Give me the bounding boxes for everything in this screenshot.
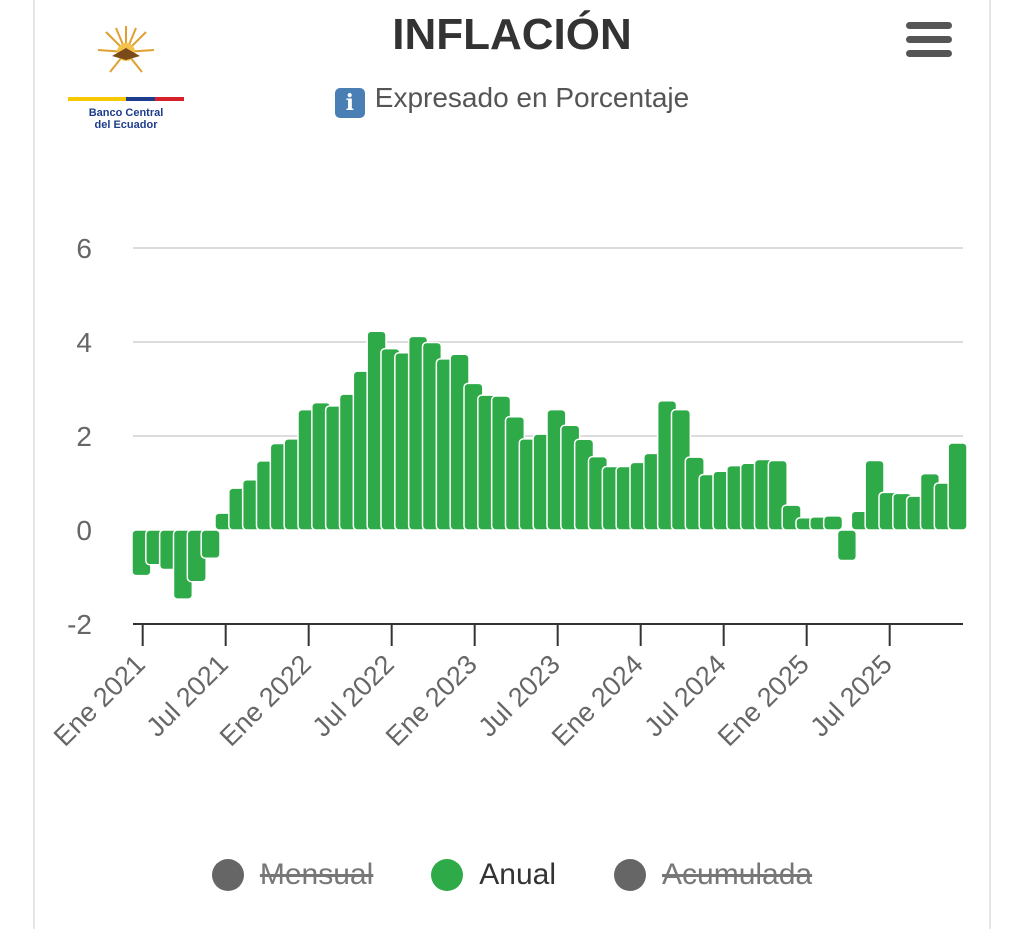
y-tick-label: 6 <box>76 233 92 264</box>
x-tick-label: Ene 2025 <box>712 649 815 752</box>
bce-logo: Banco Central del Ecuador <box>68 22 184 131</box>
legend-label: Anual <box>479 858 557 891</box>
x-tick-label: Ene 2024 <box>546 649 649 752</box>
info-icon: i <box>334 88 365 118</box>
logo-text-line2: del Ecuador <box>94 119 158 131</box>
logo-text-line1: Banco Central <box>88 107 164 119</box>
legend: Mensual Anual Acumulada <box>0 858 1024 892</box>
x-tick-label: Jul 2025 <box>805 649 898 742</box>
y-tick-label: 0 <box>76 515 92 546</box>
bar <box>200 529 221 559</box>
legend-marker-icon <box>431 859 464 891</box>
x-tick-label: Ene 2021 <box>48 649 151 752</box>
legend-item-mensual[interactable]: Mensual <box>211 858 374 892</box>
chart-title: INFLACIÓN <box>392 10 632 59</box>
legend-marker-icon <box>614 859 647 891</box>
y-tick-label: -2 <box>67 609 92 640</box>
bar <box>947 442 968 531</box>
hamburger-menu-button[interactable] <box>906 22 952 58</box>
y-tick-label: 2 <box>76 421 92 452</box>
x-tick-label: Ene 2023 <box>380 649 483 752</box>
subtitle-text: Expresado en Porcentaje <box>374 82 690 113</box>
bar <box>836 529 858 562</box>
chart-container <box>33 0 991 929</box>
legend-label: Acumulada <box>662 858 813 891</box>
legend-label: Mensual <box>259 858 374 891</box>
y-tick-label: 4 <box>76 327 92 358</box>
legend-marker-icon <box>211 859 244 891</box>
bar <box>822 515 844 531</box>
chart-subtitle: i Expresado en Porcentaje <box>0 82 1024 118</box>
condor-sun-icon <box>97 26 155 73</box>
legend-item-anual[interactable]: Anual <box>431 858 556 892</box>
x-tick-label: Ene 2022 <box>214 649 317 752</box>
legend-item-acumulada[interactable]: Acumulada <box>614 858 812 892</box>
